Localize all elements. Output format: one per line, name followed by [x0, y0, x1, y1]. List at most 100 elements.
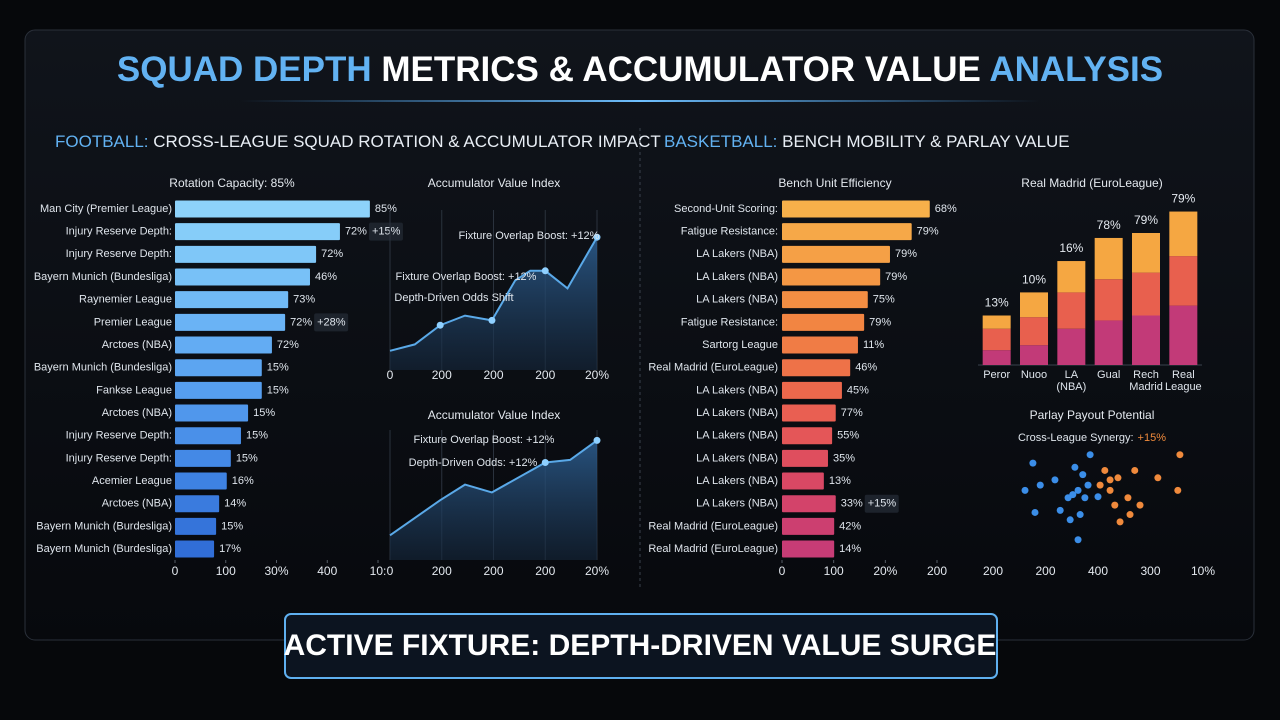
bar [175, 381, 262, 399]
point [1086, 451, 1094, 459]
category-label: LA Lakers (NBA) [696, 384, 778, 396]
bar-label: 16% [1059, 241, 1083, 255]
category-label: Raynemier League [79, 294, 172, 306]
chart-title: Real Madrid (EuroLeague) [1021, 176, 1162, 190]
bar-label: 15% [221, 520, 243, 532]
point [1051, 476, 1059, 484]
bar [175, 540, 215, 558]
category-label: LA (NBA) [1056, 369, 1086, 393]
bar-label: 75% [873, 294, 895, 306]
point [1131, 466, 1139, 474]
bar [782, 313, 865, 331]
category-label: Sartorg League [702, 339, 778, 351]
x-tick-label: 20% [585, 564, 609, 578]
bar-label: 46% [315, 271, 337, 283]
bar-segment [1132, 233, 1160, 273]
annotation: Fixture Overlap Boost: +12% [396, 271, 537, 283]
point [1176, 451, 1184, 459]
bar-segment [1169, 211, 1198, 257]
x-tick-label: 20% [585, 368, 609, 382]
bar-segment [1132, 315, 1160, 365]
point [1031, 508, 1039, 516]
point [1074, 486, 1082, 494]
category-label: Arctoes (NBA) [102, 498, 172, 510]
bar [175, 336, 272, 354]
bar-label: 79% [1134, 213, 1158, 227]
bar [782, 495, 836, 513]
point [436, 321, 444, 329]
category-label: Fatigue Resistance: [681, 316, 778, 328]
note-box [864, 494, 899, 513]
bar-segment [1057, 292, 1086, 329]
note-box [368, 222, 403, 241]
bar-label: 10% [1022, 273, 1046, 287]
line [389, 439, 598, 537]
bar-label: 79% [1171, 192, 1195, 206]
bar-segment [982, 350, 1011, 365]
bar-segment [1094, 237, 1123, 280]
x-tick-label: 200 [535, 564, 555, 578]
category-label: Real Madrid (EuroLeague) [648, 520, 778, 532]
point [1126, 511, 1134, 519]
point [1071, 463, 1079, 471]
point [1101, 466, 1109, 474]
bar-label: 33% [841, 498, 863, 510]
bar-label: 79% [895, 248, 917, 260]
x-tick-label: 200 [432, 368, 452, 382]
point [1114, 474, 1122, 482]
charts: Rotation Capacity: 85% 0 100 30% 400 10: Man C… [34, 176, 1216, 578]
point [541, 267, 549, 275]
section-heading: BASKETBALL: BENCH MOBILITY & PARLAY VALU… [664, 132, 1070, 151]
point [1136, 501, 1144, 509]
bar [175, 472, 227, 490]
bar [175, 313, 286, 331]
bar [175, 449, 231, 467]
bar-segment [1169, 305, 1198, 365]
category-label: Arctoes (NBA) [102, 407, 172, 419]
category-label: Second-Unit Scoring: [674, 203, 778, 215]
bar-label: 79% [917, 226, 939, 238]
category-label: Real Madrid (EuroLeague) [648, 362, 778, 374]
x-tick-label: 0 [387, 564, 394, 578]
bar [782, 291, 868, 309]
category-label: LA Lakers (NBA) [696, 271, 778, 283]
bar-label: 15% [267, 384, 289, 396]
bar-label: 73% [293, 294, 315, 306]
x-tick-label: 200 [983, 564, 1003, 578]
x-tick-label: 0 [387, 368, 394, 382]
bar-label: 16% [232, 475, 254, 487]
point [1081, 494, 1089, 502]
bar-segment [1020, 345, 1048, 365]
section-title: CROSS-LEAGUE SQUAD ROTATION & ACCUMULATO… [153, 132, 661, 151]
note-box [314, 313, 349, 332]
bar-label: 17% [219, 543, 241, 555]
x-tick-label: 400 [1088, 564, 1108, 578]
point [1116, 518, 1124, 526]
point [593, 233, 601, 241]
bar-segment [1057, 261, 1086, 293]
bar-label: 79% [869, 316, 891, 328]
x-tick-label: 20% [873, 564, 897, 578]
category-label: LA Lakers (NBA) [696, 498, 778, 510]
category-label: Real Madrid (EuroLeague) [648, 543, 778, 555]
bar-label: 35% [833, 452, 855, 464]
category-label: Premier League [94, 316, 172, 328]
category-label: Bayern Munich (Burdesliga) [36, 520, 172, 532]
x-tick-label: 100 [824, 564, 844, 578]
category-label: Fatigue Resistance: [681, 226, 778, 238]
x-tick-label: 10% [1191, 564, 1215, 578]
bar-label: 13% [829, 475, 851, 487]
bar-label: 79% [885, 271, 907, 283]
footer-text: ACTIVE FIXTURE: DEPTH-DRIVEN VALUE SURGE [284, 629, 997, 662]
bar-label: 55% [837, 430, 859, 442]
x-tick-label: 300 [1140, 564, 1160, 578]
category-label: Bayern Munich (Burdesliga) [36, 543, 172, 555]
point [1111, 501, 1119, 509]
bar [782, 245, 890, 263]
category-label: Injury Reserve Depth: [66, 248, 172, 260]
bar [782, 472, 824, 490]
point [1076, 511, 1084, 519]
chart-title: Bench Unit Efficiency [778, 176, 891, 190]
x-tick-label: 200 [483, 368, 503, 382]
point [1066, 516, 1074, 524]
